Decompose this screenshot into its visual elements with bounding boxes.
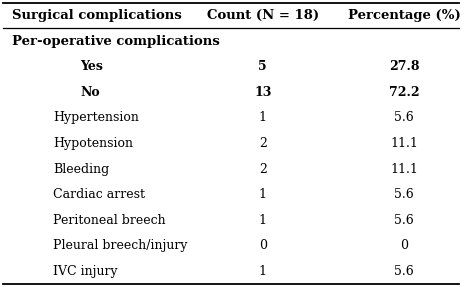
- Text: Hypotension: Hypotension: [53, 137, 133, 150]
- Text: Peritoneal breech: Peritoneal breech: [53, 214, 165, 227]
- Text: Hypertension: Hypertension: [53, 111, 139, 124]
- Text: 1: 1: [259, 111, 267, 124]
- Text: 0: 0: [259, 239, 267, 252]
- Text: 5.6: 5.6: [394, 111, 414, 124]
- Text: 2: 2: [259, 163, 267, 176]
- Text: 5: 5: [258, 60, 267, 73]
- Text: 1: 1: [259, 188, 267, 201]
- Text: 72.2: 72.2: [389, 86, 419, 99]
- Text: Yes: Yes: [80, 60, 103, 73]
- Text: 13: 13: [254, 86, 272, 99]
- Text: Percentage (%): Percentage (%): [348, 9, 461, 22]
- Text: 11.1: 11.1: [390, 137, 418, 150]
- Text: 5.6: 5.6: [394, 188, 414, 201]
- Text: 2: 2: [259, 137, 267, 150]
- Text: No: No: [80, 86, 100, 99]
- Text: 5.6: 5.6: [394, 265, 414, 278]
- Text: Bleeding: Bleeding: [53, 163, 109, 176]
- Text: 0: 0: [400, 239, 408, 252]
- Text: 1: 1: [259, 265, 267, 278]
- Text: Per-operative complications: Per-operative complications: [12, 35, 219, 48]
- Text: Count (N = 18): Count (N = 18): [207, 9, 319, 22]
- Text: 27.8: 27.8: [389, 60, 419, 73]
- Text: Cardiac arrest: Cardiac arrest: [53, 188, 145, 201]
- Text: 1: 1: [259, 214, 267, 227]
- Text: 5.6: 5.6: [394, 214, 414, 227]
- Text: Surgical complications: Surgical complications: [12, 9, 182, 22]
- Text: IVC injury: IVC injury: [53, 265, 118, 278]
- Text: Pleural breech/injury: Pleural breech/injury: [53, 239, 187, 252]
- Text: 11.1: 11.1: [390, 163, 418, 176]
